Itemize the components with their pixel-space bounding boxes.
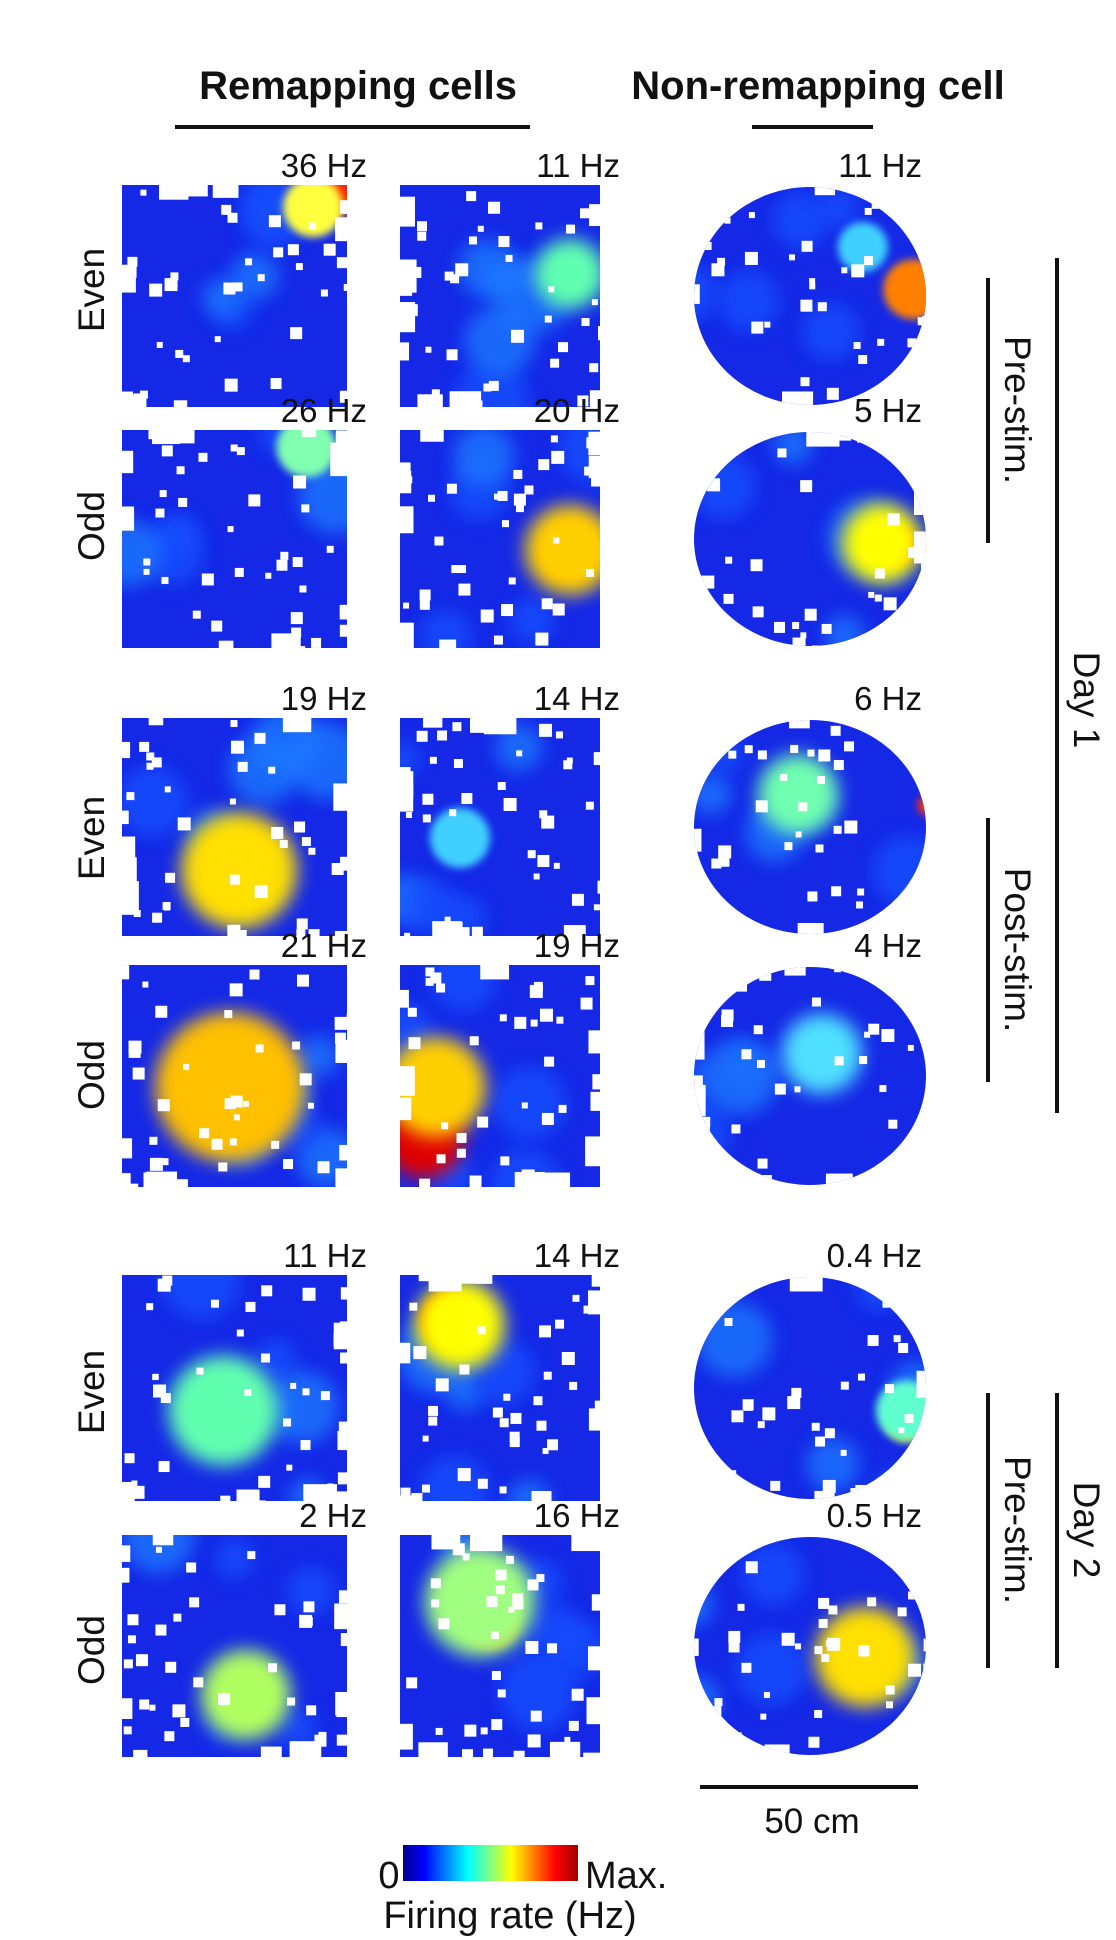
- rate-map: [400, 718, 600, 936]
- peak-rate-label: 2 Hz: [299, 1497, 367, 1534]
- row-label-even: Even: [71, 1350, 112, 1434]
- colorbar-max-label: Max.: [585, 1855, 667, 1897]
- rate-map: [694, 967, 926, 1185]
- peak-rate-label: 21 Hz: [281, 927, 367, 964]
- colorbar-title: Firing rate (Hz): [383, 1895, 636, 1937]
- rate-map: [694, 187, 926, 405]
- rate-map: [400, 965, 600, 1187]
- peak-rate-label: 16 Hz: [534, 1497, 620, 1534]
- non-remapping-cell-header: Non-remapping cell: [631, 64, 1004, 108]
- peak-rate-label: 19 Hz: [534, 927, 620, 964]
- rate-map: [400, 430, 600, 648]
- rate-map: [400, 1275, 600, 1501]
- peak-rate-label: 36 Hz: [281, 147, 367, 184]
- peak-rate-label: 5 Hz: [854, 392, 922, 429]
- peak-rate-label: 26 Hz: [281, 392, 367, 429]
- peak-rate-label: 14 Hz: [534, 680, 620, 717]
- pre-stim-day2-label: Pre-stim.: [997, 1456, 1038, 1604]
- colorbar-min-label: 0: [378, 1855, 399, 1897]
- peak-rate-label: 20 Hz: [534, 392, 620, 429]
- peak-rate-label: 19 Hz: [281, 680, 367, 717]
- rate-map: [694, 720, 926, 934]
- row-label-odd: Odd: [71, 491, 112, 561]
- peak-rate-label: 0.5 Hz: [827, 1497, 922, 1534]
- rate-map: [694, 1537, 926, 1755]
- post-stim-day1-label: Post-stim.: [997, 868, 1038, 1032]
- pre-stim-day1-label: Pre-stim.: [997, 336, 1038, 484]
- rate-map: [122, 185, 347, 407]
- scale-bar-label: 50 cm: [764, 1802, 859, 1841]
- rate-map: [122, 1275, 347, 1501]
- remapping-cells-header: Remapping cells: [199, 64, 517, 108]
- row-label-even: Even: [71, 248, 112, 332]
- rate-map: [694, 1277, 926, 1499]
- rate-map: [694, 432, 926, 646]
- rate-map: [122, 965, 347, 1187]
- rate-map: [122, 1535, 347, 1757]
- rate-map: [400, 185, 600, 407]
- day2-label: Day 2: [1066, 1482, 1107, 1579]
- peak-rate-label: 11 Hz: [536, 147, 620, 184]
- peak-rate-label: 11 Hz: [838, 147, 922, 184]
- rate-map: [122, 718, 347, 936]
- rate-map: [400, 1535, 600, 1757]
- peak-rate-label: 14 Hz: [534, 1237, 620, 1274]
- peak-rate-label: 0.4 Hz: [827, 1237, 922, 1274]
- day1-label: Day 1: [1066, 652, 1107, 749]
- peak-rate-label: 6 Hz: [854, 680, 922, 717]
- peak-rate-label: 4 Hz: [854, 927, 922, 964]
- colorbar: [403, 1845, 578, 1881]
- row-label-odd: Odd: [71, 1040, 112, 1110]
- rate-map-grid: 36 Hz 11 Hz 11 Hz 26 Hz 20 Hz 5 Hz 19 Hz 14 Hz 6…: [122, 147, 926, 1757]
- row-label-even: Even: [71, 796, 112, 880]
- peak-rate-label: 11 Hz: [283, 1237, 367, 1274]
- rate-map: [122, 430, 347, 648]
- row-label-odd: Odd: [71, 1615, 112, 1685]
